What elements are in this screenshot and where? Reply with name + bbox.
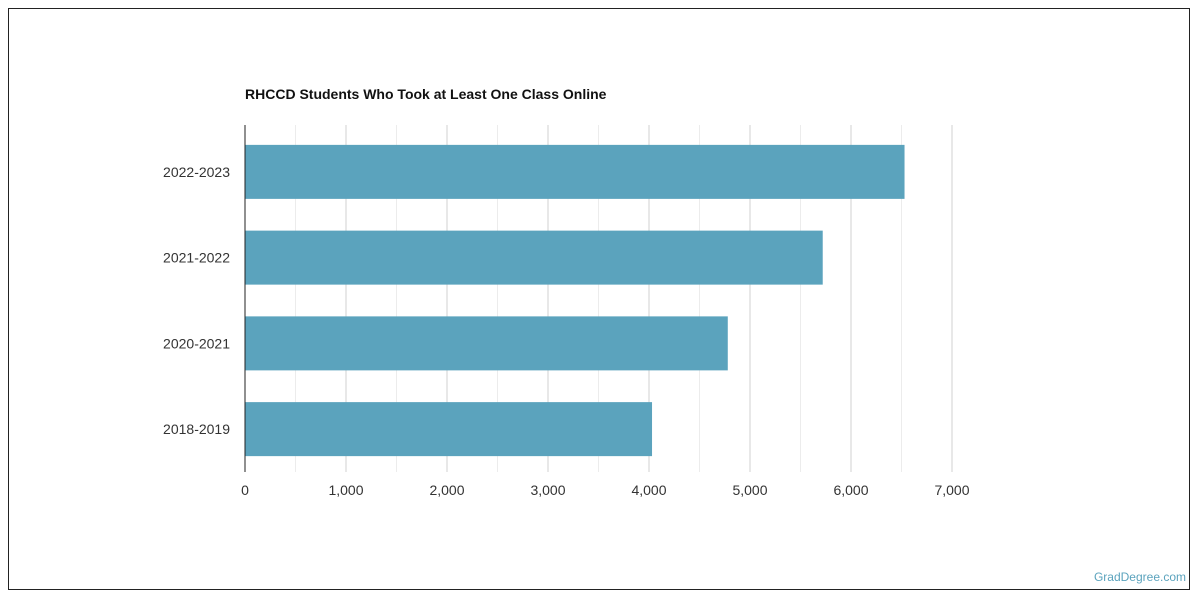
x-tick-label: 4,000 xyxy=(631,482,666,498)
chart-title: RHCCD Students Who Took at Least One Cla… xyxy=(245,86,607,102)
bar xyxy=(245,316,728,371)
category-label: 2022-2023 xyxy=(163,164,230,180)
x-tick-label: 3,000 xyxy=(530,482,565,498)
category-label: 2021-2022 xyxy=(163,250,230,266)
x-tick-label: 7,000 xyxy=(934,482,969,498)
x-tick-label: 1,000 xyxy=(328,482,363,498)
bar xyxy=(245,230,823,285)
bar xyxy=(245,144,905,199)
x-tick-label: 0 xyxy=(241,482,249,498)
category-label: 2018-2019 xyxy=(163,421,230,437)
x-tick-label: 6,000 xyxy=(833,482,868,498)
x-tick-label: 2,000 xyxy=(429,482,464,498)
x-tick-label: 5,000 xyxy=(732,482,767,498)
watermark-link[interactable]: GradDegree.com xyxy=(1093,570,1186,584)
category-label: 2020-2021 xyxy=(163,335,230,351)
bar xyxy=(245,402,653,457)
